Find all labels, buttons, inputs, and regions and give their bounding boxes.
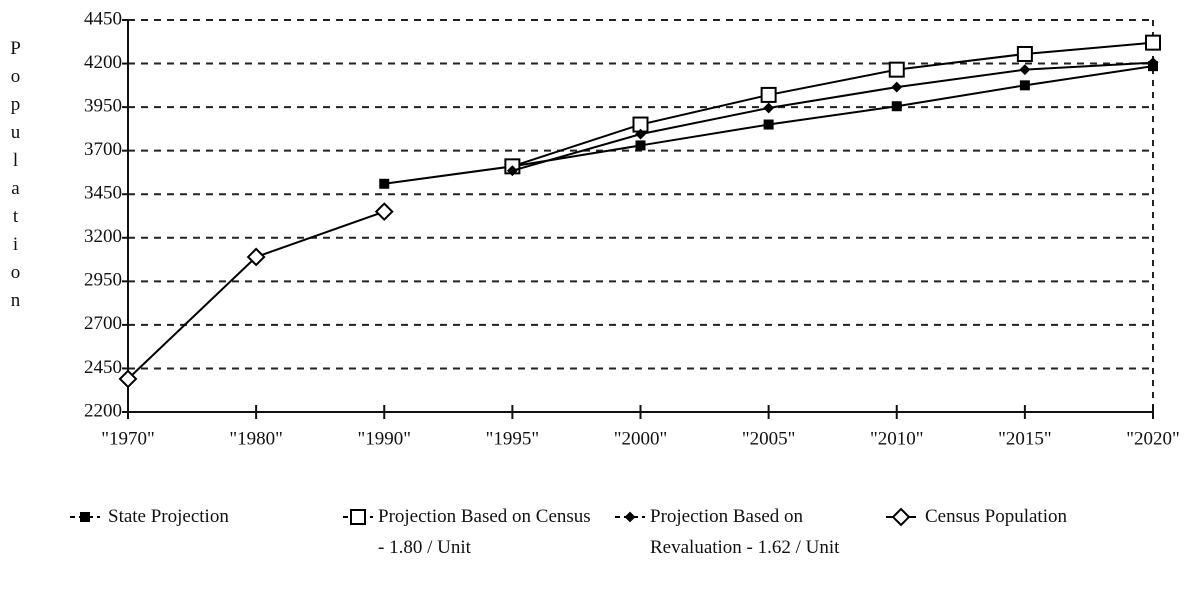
- point: [763, 102, 775, 114]
- x-tick-label: "2000": [614, 428, 668, 449]
- x-tick-label: "2015": [998, 428, 1052, 449]
- point: [374, 202, 394, 222]
- x-tick-label: "1980": [229, 428, 283, 449]
- y-tick-label: 3450: [84, 183, 122, 204]
- y-tick-label: 2700: [84, 313, 122, 334]
- point: [760, 86, 777, 103]
- y-tick-label: 2200: [84, 400, 122, 421]
- point: [506, 165, 518, 177]
- point: [763, 119, 774, 130]
- y-tick-label: 2450: [84, 357, 122, 378]
- legend-label: Census Population: [925, 506, 1067, 527]
- x-tick-label: "2020": [1126, 428, 1180, 449]
- point: [1145, 34, 1161, 51]
- y-tick-label: 2950: [84, 270, 122, 291]
- series-line: [512, 41, 1154, 168]
- legend-marker: [624, 511, 636, 523]
- legend-label: Projection Based on Census - 1.80 / Unit: [378, 506, 591, 558]
- x-tick-label: "1970": [101, 428, 155, 449]
- series-line: [512, 61, 1154, 172]
- legend-marker: [80, 512, 90, 522]
- point: [891, 81, 903, 93]
- x-tick-label: "2005": [742, 428, 796, 449]
- point: [118, 369, 138, 389]
- legend-marker: [891, 507, 911, 527]
- x-tick-label: "1990": [357, 428, 411, 449]
- point: [1147, 57, 1159, 69]
- legend-label: State Projection: [108, 506, 229, 527]
- point: [635, 140, 646, 151]
- legend-label: Projection Based on Revaluation - 1.62 /…: [650, 506, 840, 558]
- legend-marker: [350, 509, 366, 525]
- x-tick-label: "2010": [870, 428, 924, 449]
- x-tick-label: "1995": [486, 428, 540, 449]
- y-tick-label: 3200: [84, 226, 122, 247]
- point: [635, 128, 646, 140]
- point: [888, 61, 905, 78]
- y-axis-label: Population: [5, 38, 26, 318]
- y-tick-label: 4450: [84, 8, 122, 29]
- point: [1019, 80, 1030, 91]
- series-line: [127, 210, 385, 380]
- point: [891, 101, 902, 112]
- y-tick-label: 4200: [84, 52, 122, 73]
- point: [246, 247, 266, 267]
- point: [379, 178, 390, 189]
- y-tick-label: 3950: [84, 95, 122, 116]
- point: [1016, 45, 1033, 62]
- point: [1019, 64, 1031, 76]
- y-tick-label: 3700: [84, 139, 122, 160]
